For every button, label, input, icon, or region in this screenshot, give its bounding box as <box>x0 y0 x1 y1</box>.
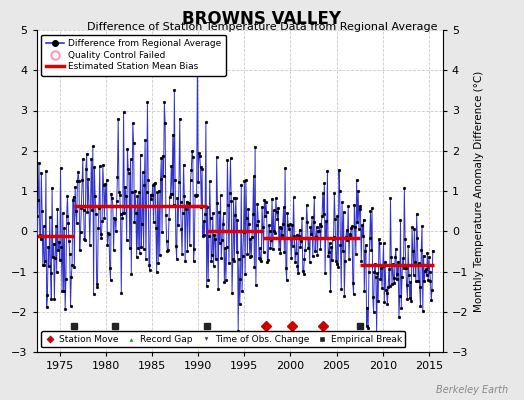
Text: Berkeley Earth: Berkeley Earth <box>436 385 508 395</box>
Difference from Regional Average <box>47 215 53 220</box>
Difference from Regional Average <box>194 54 201 58</box>
Difference from Regional Average <box>252 145 258 150</box>
Difference from Regional Average <box>80 156 86 161</box>
Difference from Regional Average <box>34 214 40 218</box>
Difference from Regional Average <box>168 163 174 168</box>
Y-axis label: Monthly Temperature Anomaly Difference (°C): Monthly Temperature Anomaly Difference (… <box>474 70 484 312</box>
Text: Difference of Station Temperature Data from Regional Average: Difference of Station Temperature Data f… <box>87 22 437 32</box>
Line: Difference from Regional Average: Difference from Regional Average <box>35 55 434 334</box>
Difference from Regional Average <box>374 330 380 335</box>
Difference from Regional Average <box>430 248 436 253</box>
Legend: Station Move, Record Gap, Time of Obs. Change, Empirical Break: Station Move, Record Gap, Time of Obs. C… <box>41 331 406 348</box>
Difference from Regional Average <box>222 246 228 250</box>
Difference from Regional Average <box>318 246 324 251</box>
Text: BROWNS VALLEY: BROWNS VALLEY <box>182 10 342 28</box>
